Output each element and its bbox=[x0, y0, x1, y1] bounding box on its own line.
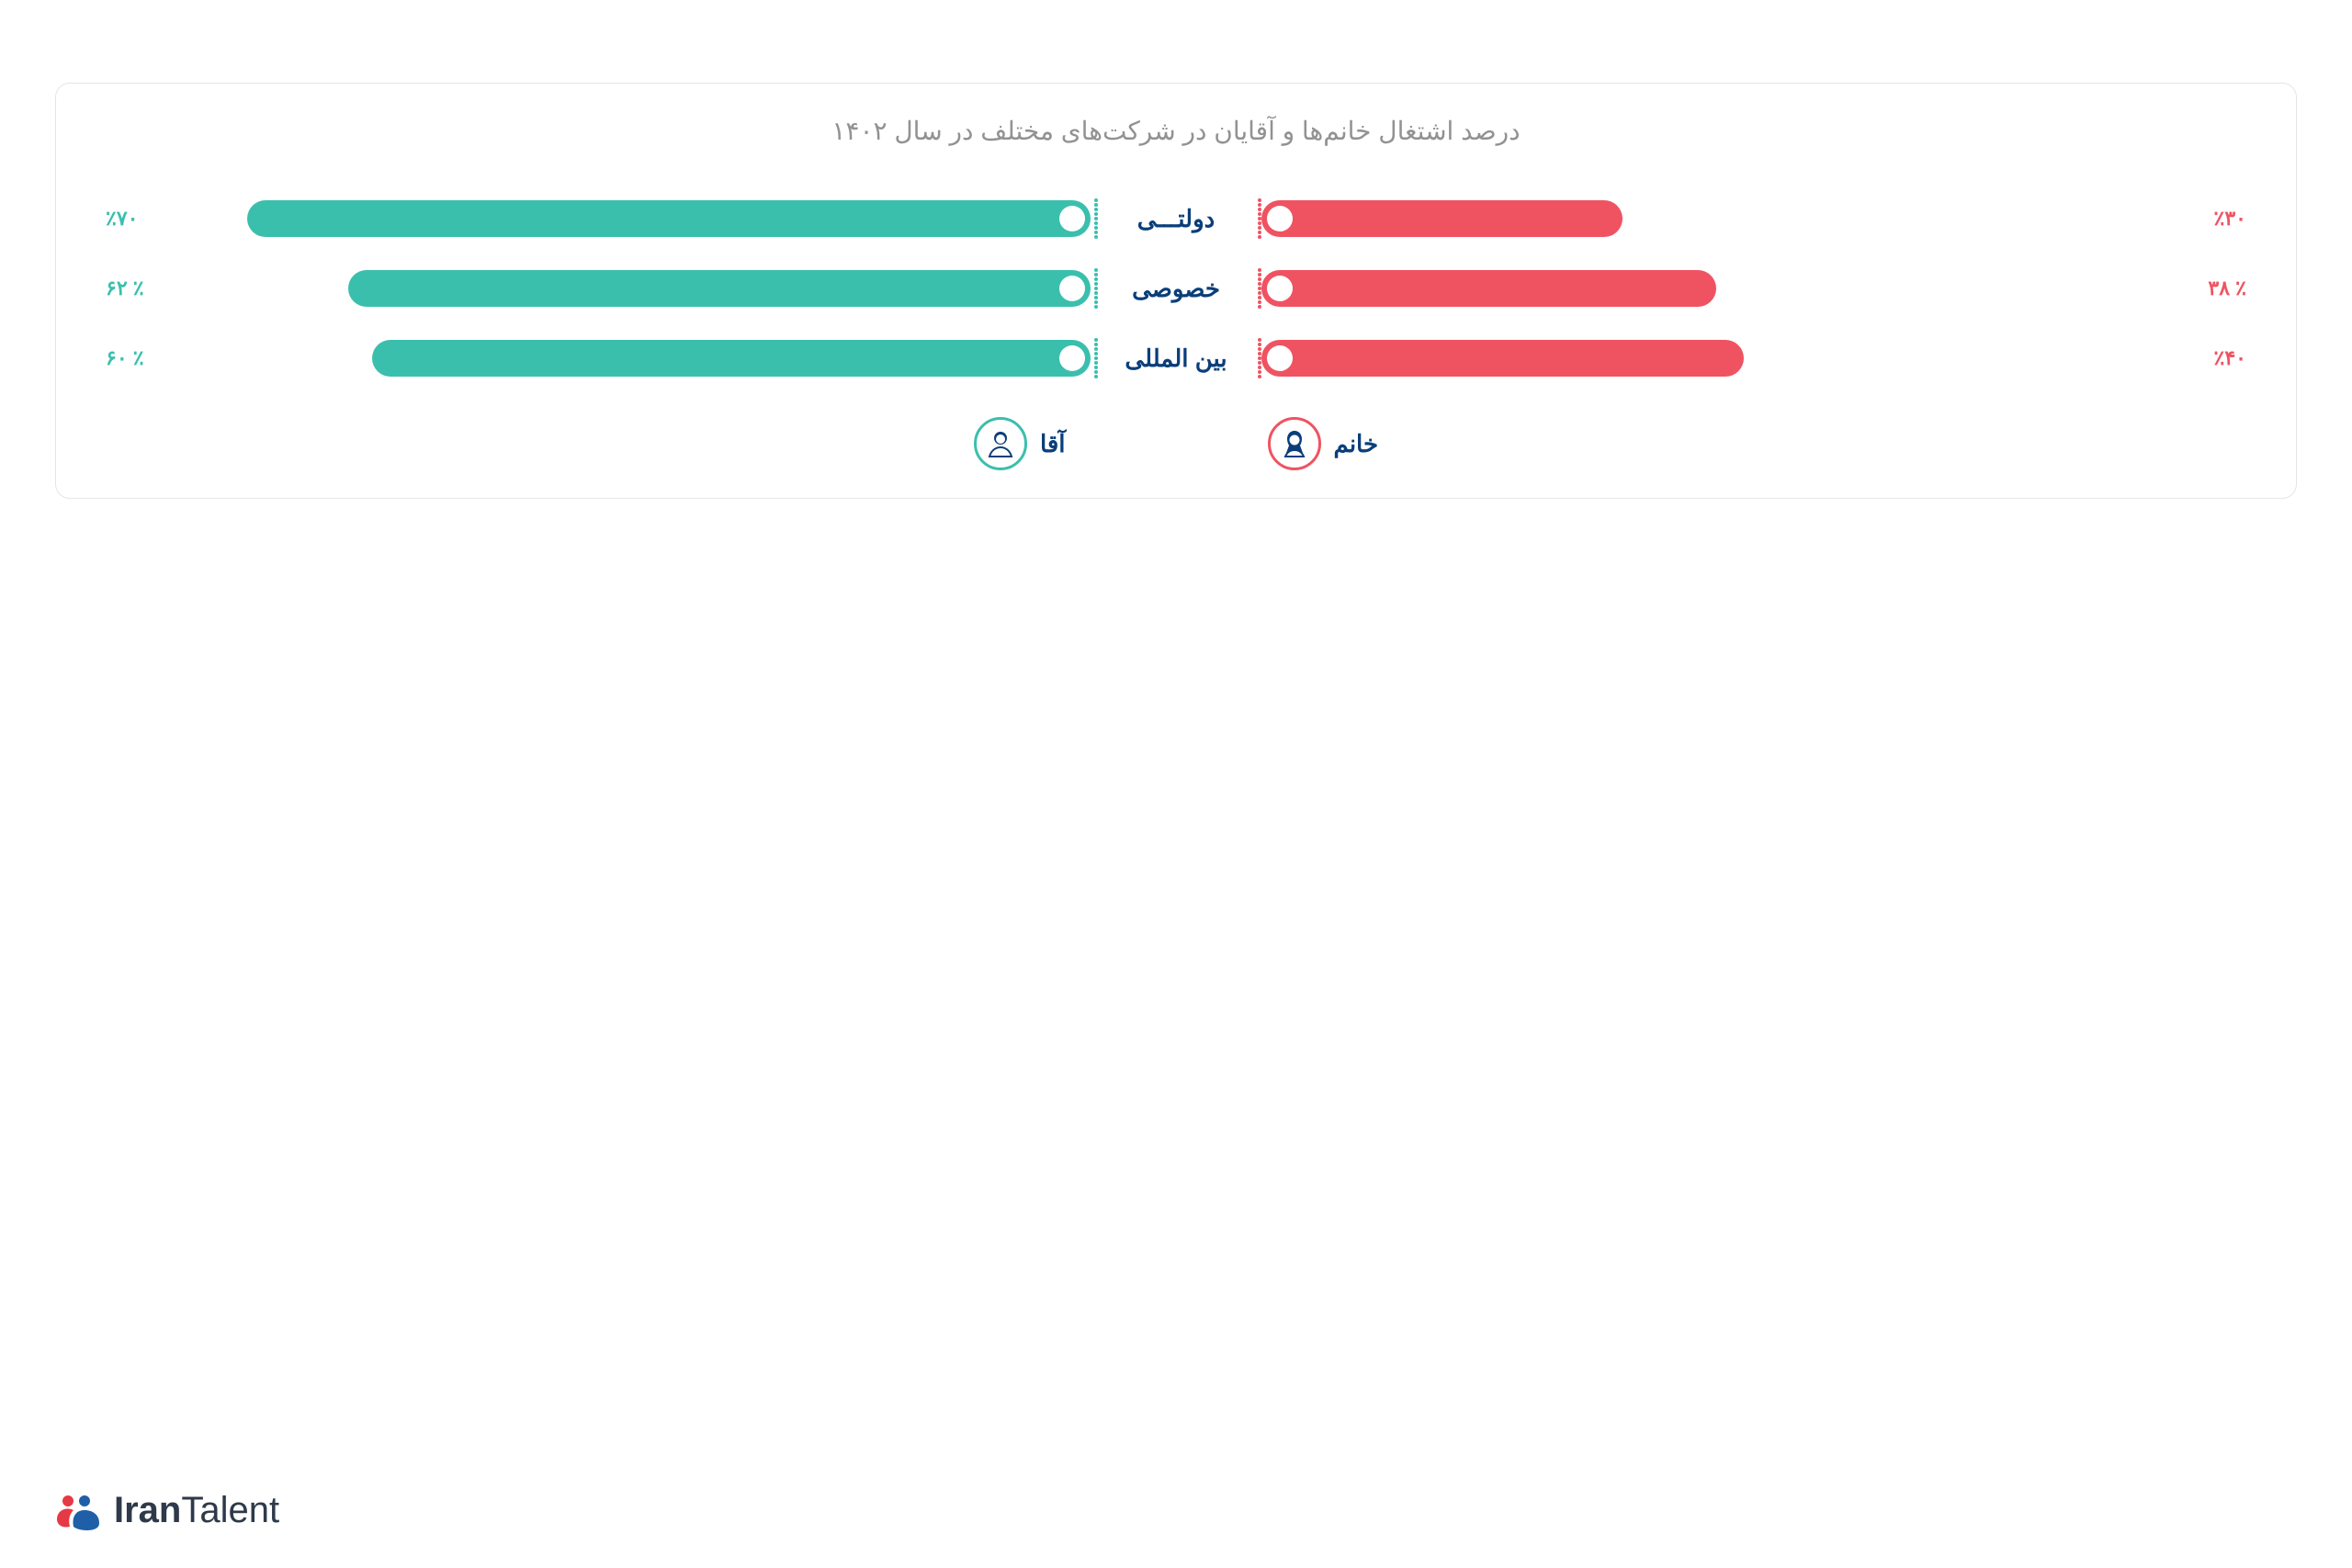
category-labels: دولتـــی خصوصی بین المللی bbox=[1098, 197, 1254, 380]
divider-dots-red bbox=[1254, 336, 1261, 380]
legend: خانم آقا bbox=[102, 417, 2250, 470]
female-bar-0 bbox=[1261, 200, 1623, 237]
bar-knob bbox=[1267, 345, 1293, 371]
category-label-0: دولتـــی bbox=[1137, 197, 1215, 241]
brand-name-part2: Talent bbox=[181, 1490, 279, 1530]
male-bar-2 bbox=[372, 340, 1091, 377]
legend-female-label: خانم bbox=[1334, 430, 1379, 458]
legend-male: آقا bbox=[974, 417, 1066, 470]
legend-male-label: آقا bbox=[1040, 430, 1066, 458]
female-value-1: ٪ ۳۸ bbox=[2208, 276, 2246, 300]
divider-dots-teal bbox=[1091, 336, 1098, 380]
bar-wrap bbox=[1261, 197, 2203, 241]
bar-row: ٪۷۰ bbox=[102, 197, 1098, 241]
male-value-2: ٪ ۶۰ bbox=[106, 346, 144, 370]
female-bar-2 bbox=[1261, 340, 1744, 377]
footer: IranTalent bbox=[55, 1453, 2297, 1531]
male-value-0: ٪۷۰ bbox=[106, 207, 138, 231]
bar-knob bbox=[1059, 345, 1085, 371]
female-value-2: ٪۴۰ bbox=[2214, 346, 2246, 370]
male-bar-1 bbox=[348, 270, 1091, 307]
male-avatar-icon bbox=[974, 417, 1027, 470]
category-label-2: بین المللی bbox=[1125, 336, 1227, 380]
bar-knob bbox=[1059, 276, 1085, 301]
divider-dots-teal bbox=[1091, 266, 1098, 310]
bar-wrap bbox=[1261, 336, 2203, 380]
bar-knob bbox=[1267, 276, 1293, 301]
brand-logo-icon bbox=[55, 1492, 105, 1530]
male-value-1: ٪ ۶۲ bbox=[106, 276, 144, 300]
male-bar-0 bbox=[247, 200, 1091, 237]
male-side: ٪۷۰ ٪ ۶۲ ٪ ۶۰ bbox=[102, 197, 1098, 380]
bar-knob bbox=[1267, 206, 1293, 231]
divider-dots-red bbox=[1254, 266, 1261, 310]
female-side: ٪۳۰ ٪ ۳۸ ٪۴۰ bbox=[1254, 197, 2250, 380]
brand-name: IranTalent bbox=[114, 1490, 279, 1531]
bar-row: ٪ ۶۰ bbox=[102, 336, 1098, 380]
bar-row: ٪۴۰ bbox=[1254, 336, 2250, 380]
category-label-1: خصوصی bbox=[1132, 266, 1220, 310]
bar-knob bbox=[1059, 206, 1085, 231]
bar-row: ٪ ۶۲ bbox=[102, 266, 1098, 310]
divider-dots-red bbox=[1254, 197, 1261, 241]
female-value-0: ٪۳۰ bbox=[2214, 207, 2246, 231]
bar-wrap bbox=[155, 336, 1091, 380]
chart-title: درصد اشتغال خانم‌ها و آقایان در شرکت‌های… bbox=[102, 116, 2250, 146]
female-avatar-icon bbox=[1268, 417, 1321, 470]
bar-wrap bbox=[149, 197, 1091, 241]
bar-row: ٪ ۳۸ bbox=[1254, 266, 2250, 310]
brand-name-part1: Iran bbox=[114, 1490, 181, 1530]
divider-dots-teal bbox=[1091, 197, 1098, 241]
bar-wrap bbox=[155, 266, 1091, 310]
chart-card: درصد اشتغال خانم‌ها و آقایان در شرکت‌های… bbox=[55, 83, 2297, 499]
bar-row: ٪۳۰ bbox=[1254, 197, 2250, 241]
chart-area: ٪۳۰ ٪ ۳۸ ٪۴۰ bbox=[102, 197, 2250, 380]
female-bar-1 bbox=[1261, 270, 1716, 307]
legend-female: خانم bbox=[1268, 417, 1379, 470]
bar-wrap bbox=[1261, 266, 2197, 310]
